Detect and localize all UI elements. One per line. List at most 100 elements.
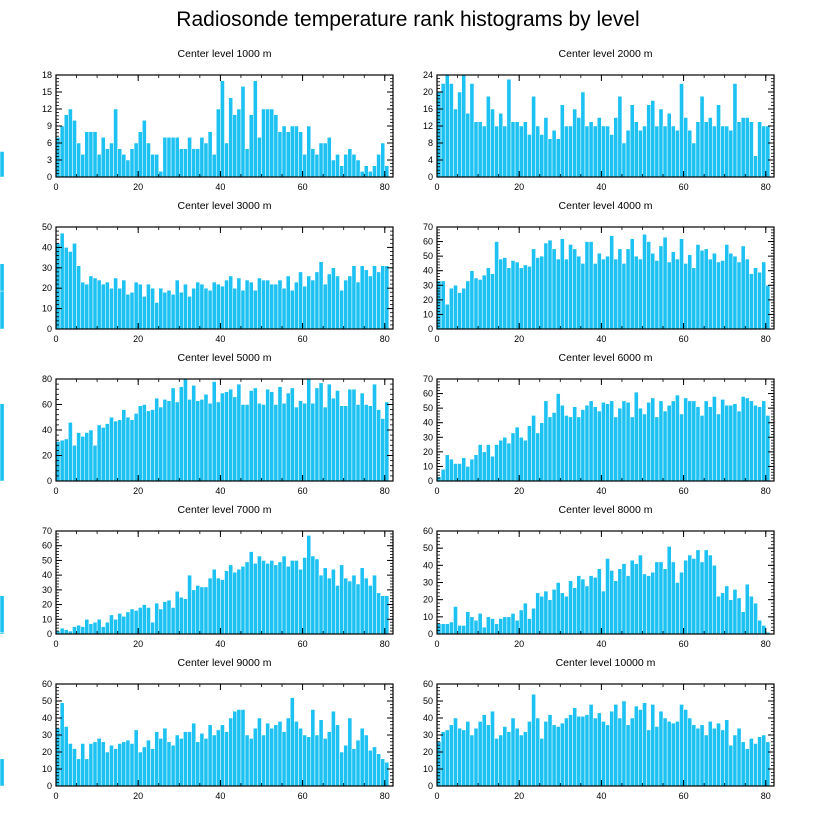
bar — [498, 113, 504, 178]
bar — [712, 125, 717, 178]
y-tick-label: 4 — [428, 155, 433, 165]
bar — [666, 404, 672, 482]
bar — [174, 401, 180, 482]
bar — [343, 577, 349, 635]
panel-1: Center level 1000 m 0 20 40 60 80 0 3 6 9 12 15 18 — [0, 48, 394, 192]
bar — [253, 289, 258, 330]
bar — [572, 406, 577, 482]
bar — [137, 405, 143, 482]
bar — [154, 731, 159, 787]
bar — [248, 114, 254, 178]
bar — [601, 125, 606, 178]
bar — [351, 388, 357, 482]
bar — [187, 137, 192, 178]
bar — [576, 255, 582, 330]
bar — [588, 704, 594, 787]
bar — [765, 415, 771, 482]
bar — [240, 566, 246, 635]
bar — [716, 413, 721, 482]
bar — [629, 416, 635, 482]
bar — [261, 560, 266, 635]
bar — [84, 758, 90, 787]
bar — [339, 564, 344, 635]
bar — [675, 130, 680, 178]
bar — [547, 239, 553, 330]
bar — [617, 407, 623, 482]
bar — [531, 415, 536, 482]
y-tick-label: 60 — [423, 526, 433, 536]
bar — [285, 717, 291, 787]
bar — [158, 171, 164, 178]
x-tick-label: 80 — [761, 791, 771, 801]
y-tick-label: 50 — [42, 696, 52, 706]
panel-title: Center level 2000 m — [559, 48, 653, 60]
bar — [236, 569, 242, 635]
bar — [236, 108, 242, 178]
bar — [699, 415, 705, 482]
bar — [765, 741, 771, 787]
bar — [55, 243, 61, 330]
bar — [137, 131, 143, 178]
bar — [609, 134, 614, 178]
bar — [191, 148, 196, 178]
bar — [133, 610, 139, 635]
bar — [613, 117, 619, 178]
bar — [757, 271, 762, 330]
bar — [121, 409, 127, 482]
bar — [216, 401, 221, 482]
bar — [671, 125, 676, 178]
bar — [477, 279, 483, 330]
bar — [277, 561, 283, 635]
bar — [191, 589, 196, 635]
bar — [461, 729, 467, 787]
bar — [523, 731, 528, 787]
bar — [294, 281, 299, 330]
y-tick-label: 10 — [42, 304, 52, 314]
bar — [588, 241, 594, 330]
bar — [597, 410, 602, 482]
bar — [162, 601, 168, 635]
bar — [671, 251, 676, 330]
y-tick-label: 50 — [423, 403, 433, 413]
bar — [359, 567, 365, 635]
bar — [638, 709, 643, 787]
bar — [457, 292, 462, 330]
bar — [174, 591, 180, 635]
bar — [179, 148, 184, 178]
bar — [720, 399, 725, 482]
bar — [347, 148, 353, 178]
x-tick-label: 0 — [53, 791, 58, 801]
bar — [490, 455, 495, 482]
y-tick-label: 20 — [42, 283, 52, 293]
bar — [494, 125, 499, 178]
bar — [440, 731, 446, 787]
bar — [675, 258, 680, 330]
bar — [339, 289, 344, 330]
bar — [63, 726, 69, 787]
bar — [699, 724, 705, 787]
y-tick-label: 0 — [47, 172, 52, 182]
bar — [84, 432, 90, 482]
bar — [109, 287, 114, 330]
y-tick-label: 20 — [42, 747, 52, 757]
bar — [457, 91, 462, 178]
x-tick-label: 20 — [514, 639, 524, 649]
bar — [646, 729, 651, 787]
bar — [477, 121, 483, 178]
x-tick-label: 20 — [133, 639, 143, 649]
bar — [477, 721, 483, 787]
bar — [290, 560, 295, 635]
bar — [166, 400, 172, 482]
bar — [236, 277, 242, 330]
x-tick-label: 20 — [514, 182, 524, 192]
bar — [601, 721, 606, 787]
y-tick-label: 70 — [423, 222, 433, 232]
bar — [162, 137, 168, 178]
bar — [757, 406, 762, 482]
y-tick-label: 9 — [47, 121, 52, 131]
bar — [257, 555, 262, 635]
panel-title: Center level 6000 m — [559, 352, 653, 364]
bar — [277, 386, 283, 482]
y-tick-label: 40 — [42, 713, 52, 723]
y-tick-label: 20 — [423, 87, 433, 97]
